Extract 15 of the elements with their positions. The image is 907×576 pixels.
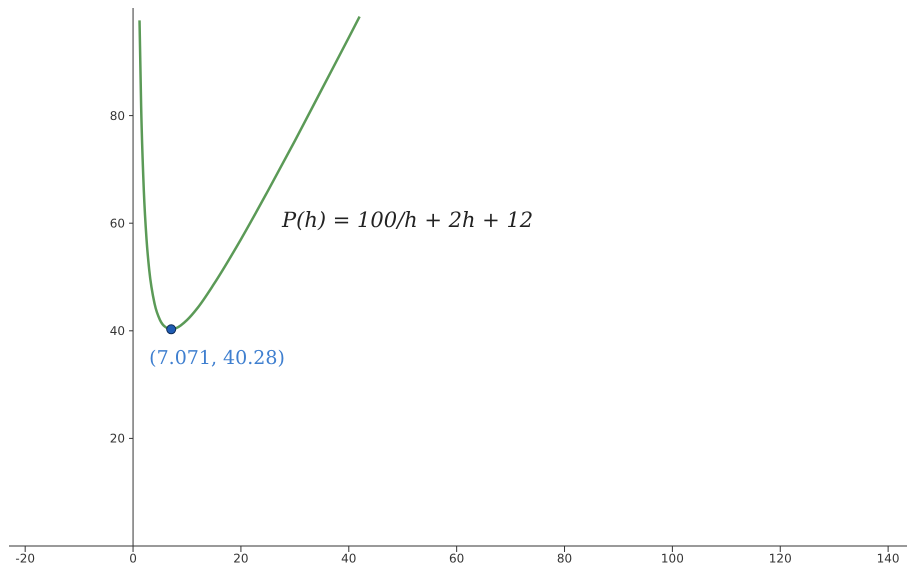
y-tick-label: 80 — [110, 108, 126, 123]
x-tick-label: 120 — [768, 552, 792, 566]
x-tick-label: 40 — [341, 552, 356, 566]
x-tick-label: 100 — [660, 552, 684, 566]
annotation: P(h) = 100/h + 2h + 12 — [282, 208, 534, 232]
x-tick-label: 80 — [556, 552, 572, 566]
x-tick-label: 60 — [449, 552, 464, 566]
y-tick-label: 60 — [110, 216, 126, 230]
x-tick-label: -20 — [15, 552, 35, 566]
x-tick-label: 0 — [129, 552, 137, 566]
x-tick-label: 20 — [233, 552, 249, 566]
y-tick-label: 20 — [110, 432, 126, 446]
data-label: (7.071, 40.28) — [149, 346, 285, 369]
y-tick-label: 40 — [110, 324, 126, 338]
x-tick-label: 140 — [876, 552, 900, 566]
